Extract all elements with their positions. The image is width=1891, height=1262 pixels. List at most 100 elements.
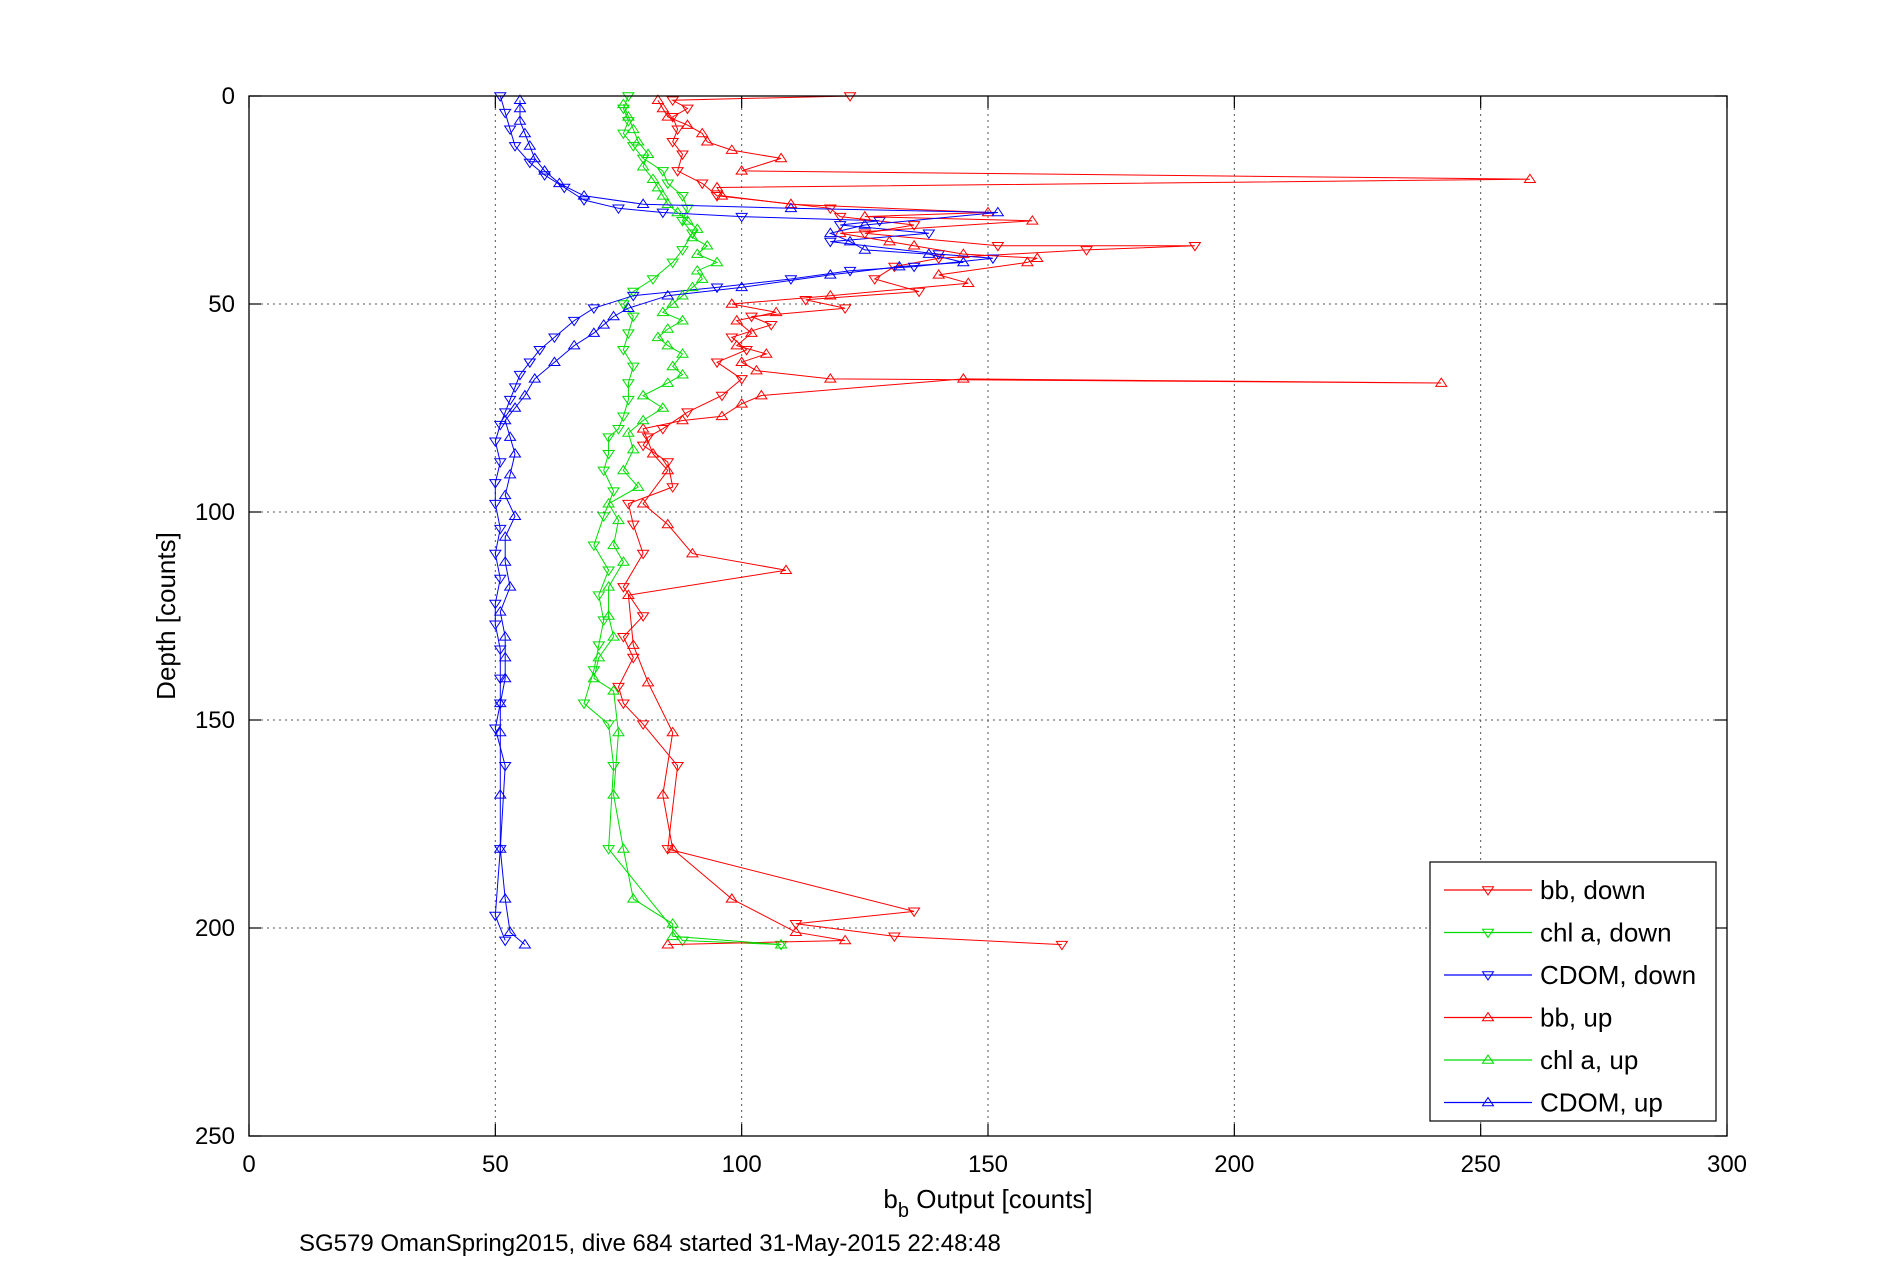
data-point — [759, 348, 773, 358]
data-point — [695, 127, 709, 138]
data-point — [646, 275, 660, 285]
data-point — [661, 845, 675, 855]
data-point — [745, 327, 758, 337]
data-point — [932, 254, 946, 265]
data-point — [1523, 173, 1537, 183]
series-4 — [587, 98, 788, 949]
data-point — [843, 266, 857, 277]
data-point — [661, 179, 675, 190]
data-point — [932, 269, 946, 279]
legend-box — [1429, 861, 1717, 1122]
data-point — [656, 425, 670, 435]
data-point — [616, 345, 630, 356]
data-point — [528, 373, 542, 383]
data-point — [612, 682, 625, 693]
data-point — [602, 720, 616, 731]
data-point — [503, 468, 517, 479]
data-point — [690, 223, 704, 233]
data-point — [651, 181, 665, 192]
data-point — [789, 926, 803, 936]
data-point — [666, 360, 680, 371]
data-point — [1434, 377, 1448, 387]
data-point — [621, 379, 635, 389]
data-point — [498, 936, 512, 947]
data-point — [612, 425, 625, 435]
x-tick-label: 0 — [242, 1151, 255, 1178]
data-point — [508, 142, 522, 152]
data-point — [922, 248, 936, 258]
data-point — [764, 321, 778, 331]
data-point — [626, 893, 640, 903]
data-point — [488, 599, 502, 610]
data-point — [498, 408, 512, 419]
data-point — [907, 239, 921, 250]
data-point — [1030, 252, 1044, 263]
data-point — [602, 845, 616, 855]
data-point — [710, 256, 724, 267]
data-point — [508, 447, 522, 458]
data-point — [823, 373, 837, 383]
data-point — [641, 676, 655, 687]
data-point — [681, 104, 694, 115]
data-point — [488, 499, 502, 510]
data-point — [548, 356, 561, 367]
data-point — [735, 397, 749, 408]
series-line — [494, 95, 993, 941]
legend-marker — [1481, 886, 1495, 896]
data-point — [513, 115, 527, 125]
data-point — [513, 370, 527, 381]
data-point — [616, 300, 630, 310]
data-point — [616, 556, 630, 566]
data-point — [493, 697, 507, 708]
series-line — [627, 99, 1530, 946]
data-point — [887, 932, 901, 943]
data-point — [493, 645, 507, 656]
series-line — [499, 100, 998, 945]
data-point — [690, 248, 704, 258]
data-point — [592, 591, 606, 602]
data-point — [750, 364, 763, 375]
series-3 — [621, 94, 1537, 949]
data-point — [676, 150, 689, 161]
data-point — [636, 720, 650, 731]
data-point — [838, 934, 852, 945]
legend-label: bb, down — [1540, 875, 1646, 905]
data-point — [907, 907, 921, 918]
data-point — [666, 930, 680, 941]
x-tick-label: 300 — [1707, 1151, 1747, 1178]
data-point — [498, 108, 512, 119]
data-point — [607, 487, 621, 498]
data-point — [567, 316, 581, 327]
data-point — [843, 92, 857, 102]
x-axis-label: bb Output [counts] — [883, 1184, 1092, 1222]
data-point — [602, 433, 616, 443]
plot-series — [488, 92, 1537, 951]
x-axis-label-rest: Output [counts] — [909, 1184, 1093, 1214]
data-point — [676, 192, 689, 202]
data-point — [754, 389, 768, 400]
data-point — [587, 672, 601, 683]
data-point — [488, 437, 502, 448]
data-point — [503, 395, 517, 406]
data-point — [774, 152, 788, 163]
data-point — [607, 685, 621, 695]
data-point — [656, 402, 670, 412]
data-point — [700, 135, 714, 146]
data-point — [508, 402, 522, 412]
data-point — [666, 917, 680, 928]
data-point — [626, 520, 640, 531]
data-point — [922, 229, 936, 240]
data-point — [833, 227, 847, 238]
data-point — [892, 260, 906, 271]
data-point — [498, 893, 512, 903]
data-point — [493, 524, 507, 535]
data-point — [833, 221, 847, 231]
data-point — [587, 541, 601, 552]
data-point — [513, 94, 527, 104]
data-point — [774, 938, 788, 949]
data-point — [735, 281, 749, 292]
data-point — [873, 217, 887, 227]
data-point — [493, 420, 507, 431]
data-point — [676, 314, 689, 325]
